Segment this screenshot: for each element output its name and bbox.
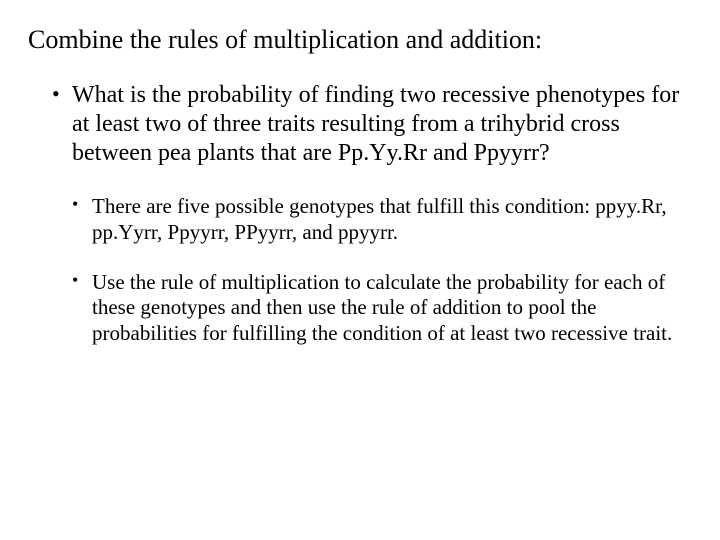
bullet-level2-item: Use the rule of multiplication to calcul… (72, 270, 692, 347)
slide-title: Combine the rules of multiplication and … (28, 26, 692, 55)
bullet-list-level1: What is the probability of finding two r… (28, 81, 692, 169)
bullet-level1-item: What is the probability of finding two r… (52, 81, 692, 169)
slide-container: Combine the rules of multiplication and … (0, 0, 720, 540)
bullet-level2-item: There are five possible genotypes that f… (72, 194, 692, 245)
bullet-list-level2: There are five possible genotypes that f… (28, 194, 692, 346)
